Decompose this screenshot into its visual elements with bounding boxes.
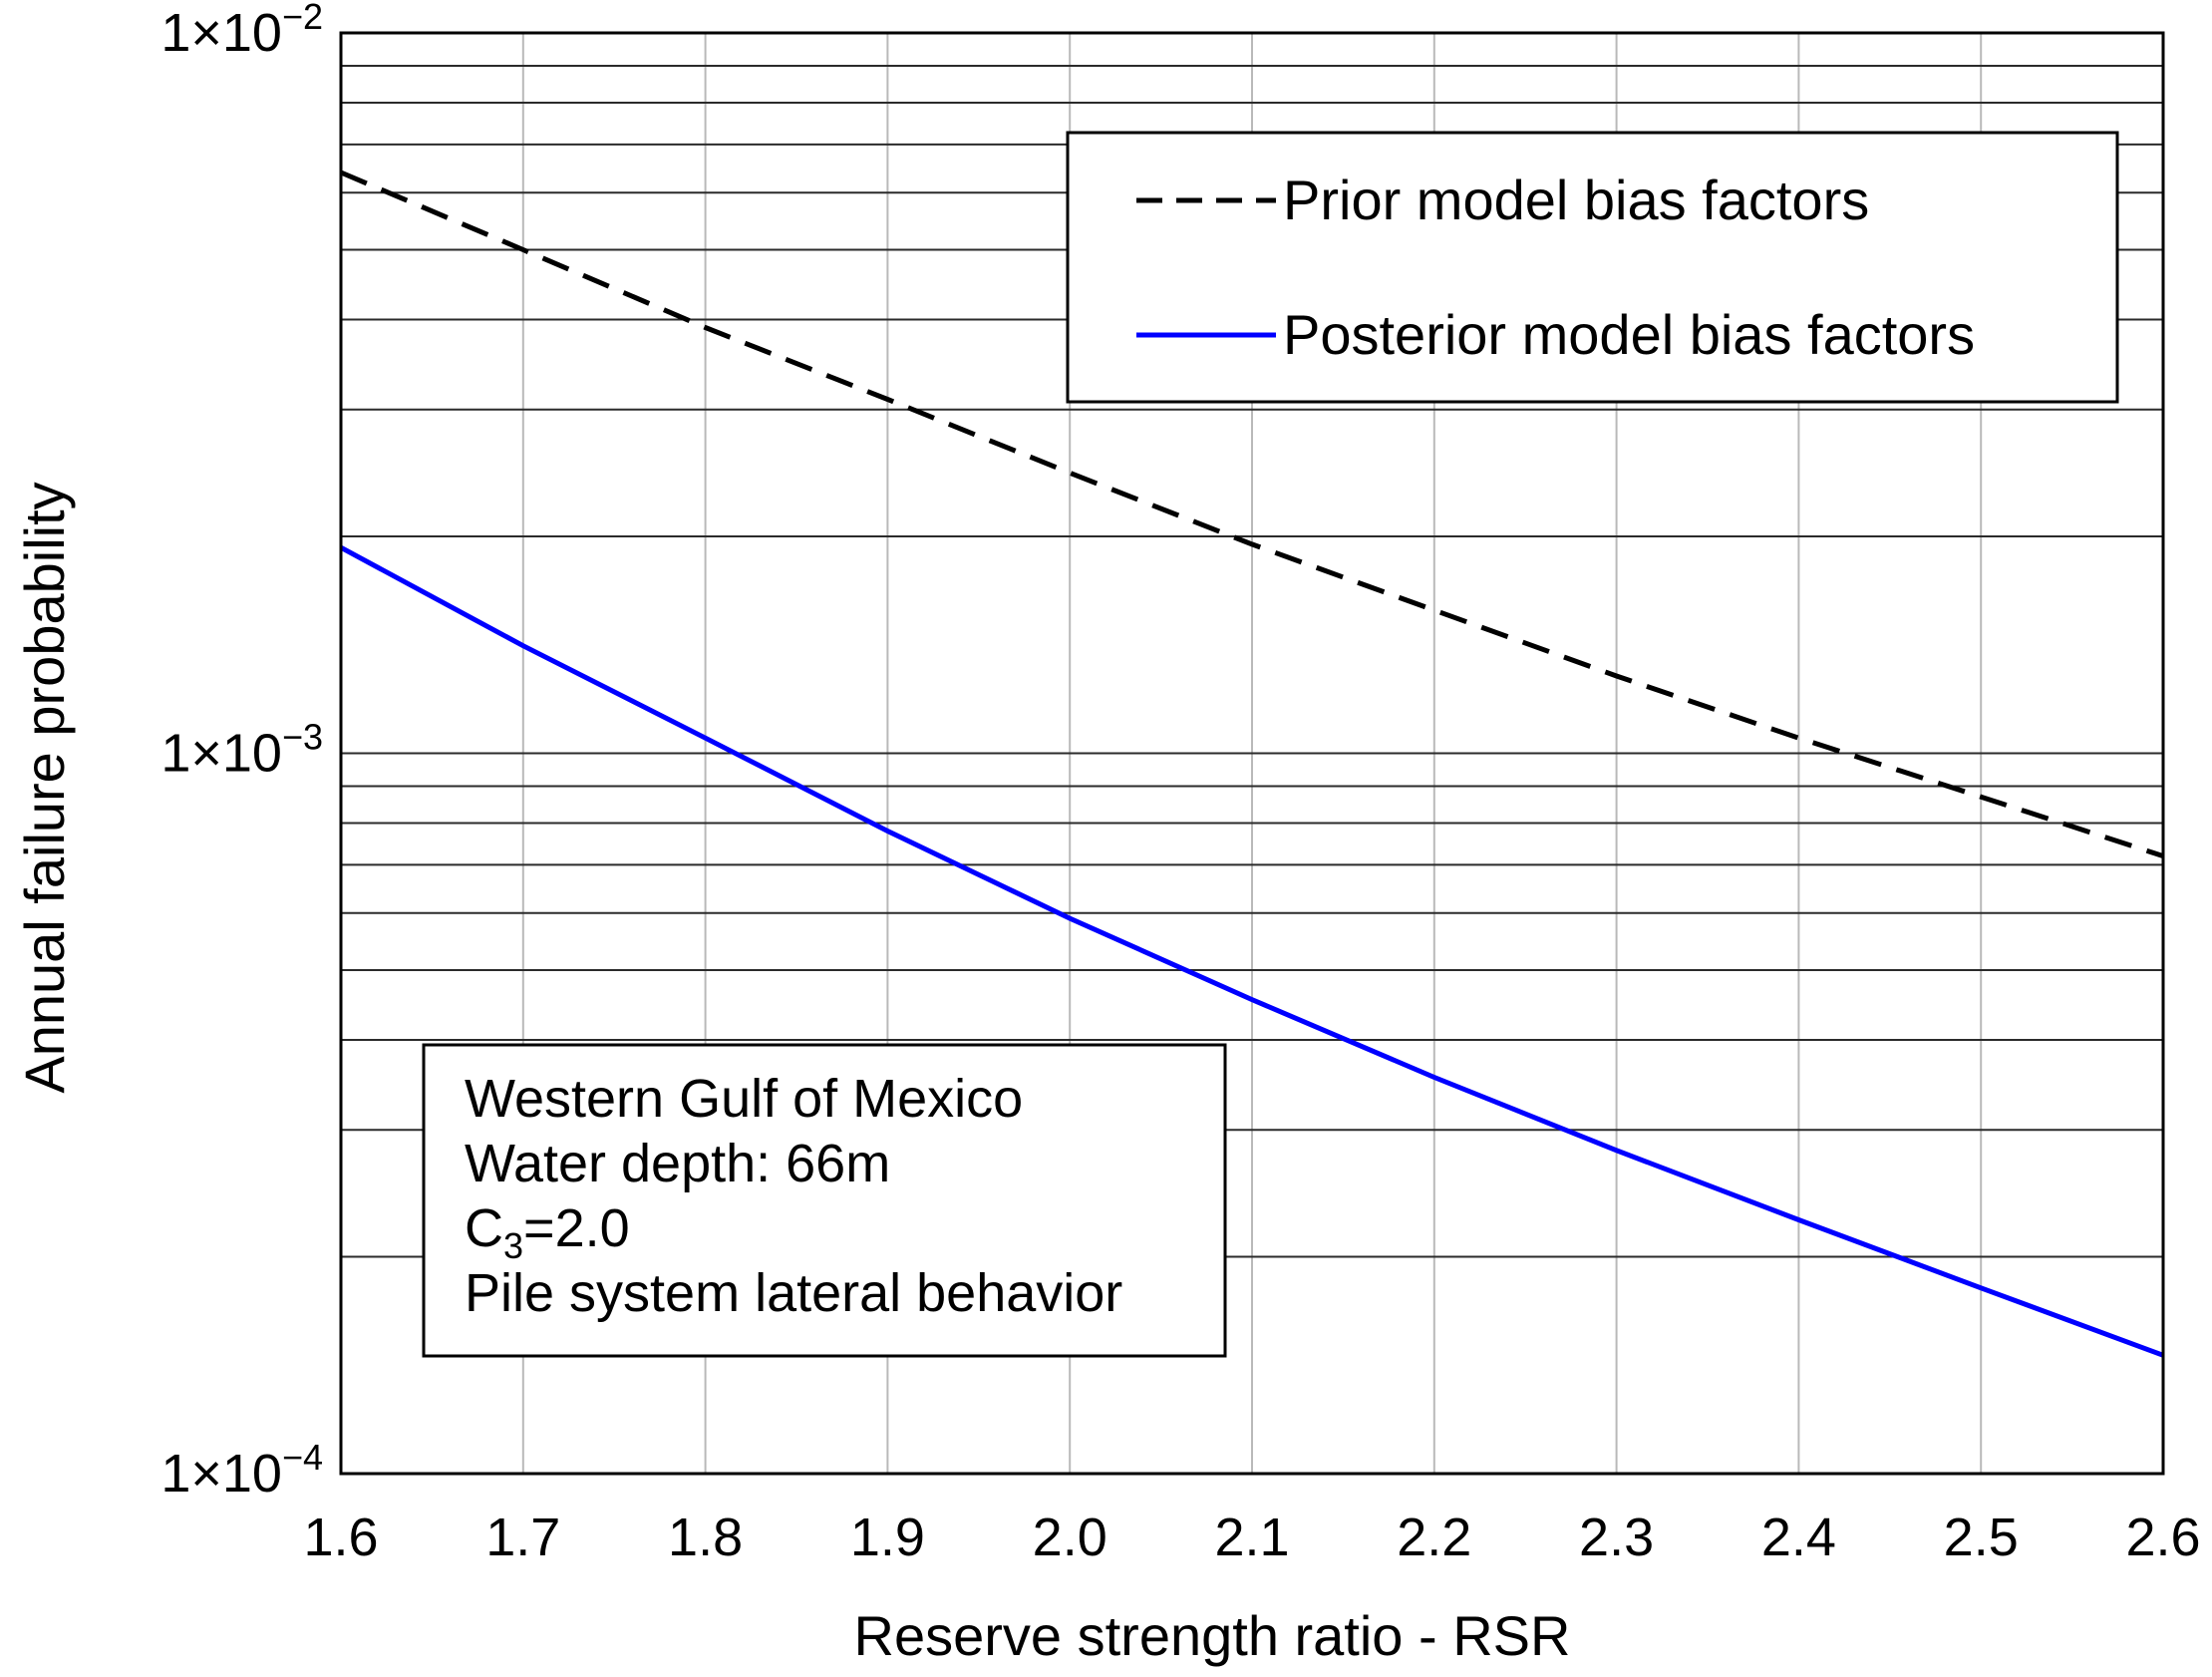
- x-tick-label-1: 1.7: [485, 1508, 560, 1567]
- y-tick-mantissa-2: 1×10: [160, 1444, 282, 1504]
- legend-box: [1066, 131, 2119, 404]
- series-group: [339, 169, 2164, 1358]
- x-tick-label-5: 2.1: [1214, 1508, 1289, 1567]
- series-line-0: [340, 169, 2164, 858]
- annotation-line-3-suffix: =2.0: [523, 1198, 630, 1258]
- x-tick-label-8: 2.4: [1761, 1508, 1836, 1567]
- y-tick-mantissa-0: 1×10: [160, 3, 282, 63]
- x-tick-label-3: 1.9: [850, 1508, 925, 1567]
- y-axis-title: Annual failure probability: [13, 482, 76, 1093]
- x-tick-label-6: 2.2: [1397, 1508, 1471, 1567]
- y-axis-ticks: 1×10−21×10−31×10−4: [160, 0, 323, 1504]
- y-tick-exponent-1: −3: [282, 717, 323, 758]
- y-tick-label-1: 1×10−3: [160, 717, 323, 784]
- x-tick-label-2: 1.8: [668, 1508, 743, 1567]
- annotation-box: Western Gulf of Mexico Water depth: 66m …: [422, 1043, 1227, 1358]
- annotation-line-1: Western Gulf of Mexico: [465, 1069, 1023, 1129]
- annotation-line-3-prefix: C: [465, 1198, 503, 1258]
- legend-label-prior: Prior model bias factors: [1283, 168, 1869, 231]
- annotation-line-3: C3=2.0: [465, 1198, 630, 1266]
- x-axis-title: Reserve strength ratio - RSR: [854, 1604, 1571, 1667]
- annotation-line-3-subscript: 3: [503, 1225, 523, 1266]
- y-tick-exponent-0: −2: [282, 0, 323, 37]
- plot-area-border: [339, 31, 2165, 1476]
- y-tick-label-2: 1×10−4: [160, 1437, 323, 1504]
- x-tick-label-0: 1.6: [303, 1508, 378, 1567]
- x-tick-label-4: 2.0: [1033, 1508, 1107, 1567]
- y-tick-label-0: 1×10−2: [160, 0, 323, 63]
- x-axis-ticks: 1.6 1.7 1.8 1.9 2.0 2.1 2.2 2.3 2.4 2.5 2.6: [303, 1508, 2200, 1567]
- legend-label-posterior: Posterior model bias factors: [1283, 303, 1975, 366]
- x-tick-label-9: 2.5: [1944, 1508, 2019, 1567]
- annotation-line-4: Pile system lateral behavior: [465, 1263, 1122, 1323]
- legend: Prior model bias factors Posterior model…: [1066, 131, 2119, 404]
- x-tick-label-10: 2.6: [2125, 1508, 2200, 1567]
- x-tick-label-7: 2.3: [1579, 1508, 1654, 1567]
- series-line-1: [339, 544, 2164, 1358]
- y-tick-mantissa-1: 1×10: [160, 724, 282, 784]
- annotation-line-2: Water depth: 66m: [465, 1134, 890, 1193]
- y-tick-exponent-2: −4: [282, 1437, 323, 1478]
- annotation-border: [422, 1043, 1227, 1358]
